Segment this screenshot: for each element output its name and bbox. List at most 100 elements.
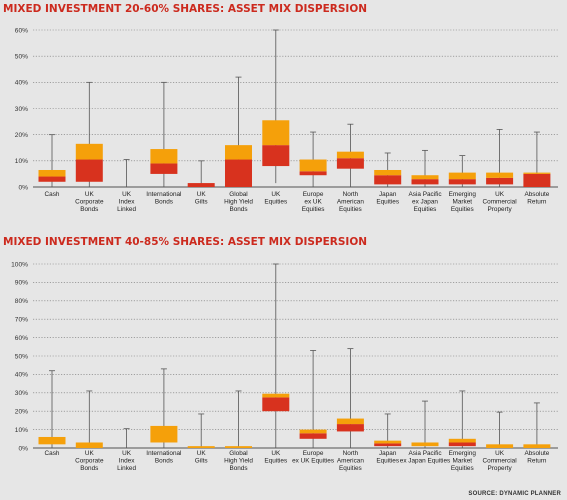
x-category-label: Market (453, 199, 473, 206)
x-category-label: Return (527, 199, 547, 206)
y-tick-label: 0% (18, 445, 28, 452)
x-category-label: Gilts (195, 199, 208, 206)
y-tick-label: 50% (15, 53, 28, 60)
box-upper (225, 446, 252, 448)
box-upper (75, 143, 103, 160)
box-upper (262, 120, 290, 146)
x-category-label: ex Japan Equities (400, 458, 450, 465)
y-tick-label: 30% (15, 390, 28, 397)
box-upper (75, 442, 103, 448)
x-category-label: Equities (376, 458, 399, 465)
y-tick-label: 70% (15, 317, 28, 324)
x-category-label: American (337, 199, 364, 206)
x-category-label: UK (495, 450, 505, 457)
box-lower (374, 443, 402, 447)
box-lower (299, 433, 327, 439)
chart-title-1: MIXED INVESTMENT 20-60% SHARES: ASSET MI… (3, 3, 368, 15)
y-tick-label: 90% (15, 280, 28, 287)
x-category-label: Index (119, 458, 135, 465)
x-category-label: International (146, 191, 181, 198)
x-category-label: Europe (303, 450, 324, 457)
x-category-label: Equities (339, 206, 362, 213)
box-lower (38, 176, 66, 182)
x-category-label: Equities (376, 199, 399, 206)
box-lower (75, 159, 103, 182)
y-tick-label: 60% (15, 335, 28, 342)
box-lower (523, 173, 551, 187)
x-category-label: Commercial (483, 199, 517, 206)
x-category-label: Japan (379, 191, 397, 198)
x-category-label: Equities (302, 206, 325, 213)
box-upper (150, 425, 178, 443)
x-category-label: Equities (451, 465, 474, 472)
x-category-label: Gilts (195, 458, 208, 465)
box-lower (486, 177, 514, 185)
y-tick-label: 50% (15, 353, 28, 360)
x-category-label: UK (85, 191, 95, 198)
box-upper (374, 440, 402, 444)
box-upper (486, 444, 514, 448)
y-tick-label: 40% (15, 372, 28, 379)
chart-title-2: MIXED INVESTMENT 40-85% SHARES: ASSET MI… (3, 236, 368, 248)
box-lower (187, 183, 215, 187)
x-category-label: Corporate (75, 458, 104, 465)
x-category-label: Asia Pacific (408, 450, 442, 457)
box-lower (299, 171, 327, 176)
y-tick-label: 20% (15, 409, 28, 416)
y-tick-label: 80% (15, 298, 28, 305)
x-category-label: UK (85, 450, 95, 457)
box-upper (38, 169, 66, 177)
box-upper (523, 444, 551, 448)
box-lower (262, 145, 290, 167)
box-lower (262, 397, 290, 412)
x-category-label: UK (197, 450, 207, 457)
box-lower (448, 179, 476, 185)
x-category-label: Bonds (80, 465, 98, 472)
x-category-label: Bonds (229, 206, 247, 213)
x-category-label: Global (229, 450, 247, 457)
y-tick-label: 100% (11, 261, 28, 268)
x-category-label: UK (495, 191, 505, 198)
x-category-label: Property (488, 465, 513, 472)
x-category-label: North (343, 450, 359, 457)
x-category-label: Equities (264, 458, 287, 465)
x-category-label: North (343, 191, 359, 198)
x-category-label: Linked (117, 465, 136, 472)
box-lower (225, 159, 252, 187)
box-lower (448, 442, 476, 447)
y-tick-label: 30% (15, 106, 28, 113)
box-upper (411, 442, 439, 447)
x-category-label: Europe (303, 191, 324, 198)
box-upper (448, 172, 476, 180)
box-lower (374, 175, 402, 185)
x-category-label: Property (488, 206, 513, 213)
y-tick-label: 20% (15, 132, 28, 139)
x-category-label: Global (229, 191, 247, 198)
box-upper (262, 393, 290, 398)
box-upper (374, 169, 402, 176)
x-category-label: Bonds (80, 206, 98, 213)
box-lower (336, 158, 364, 169)
x-category-label: Cash (45, 191, 60, 198)
x-category-label: Return (527, 458, 547, 465)
box-upper (225, 145, 252, 160)
x-category-label: Absolute (524, 191, 549, 198)
x-category-label: American (337, 458, 364, 465)
x-category-label: Commercial (483, 458, 517, 465)
box-upper (486, 172, 514, 178)
box-upper (336, 151, 364, 159)
x-category-label: Equities (339, 465, 362, 472)
source-note: SOURCE: DYNAMIC PLANNER (468, 491, 561, 497)
box-lower (336, 424, 364, 432)
box-upper (38, 436, 66, 445)
x-category-label: Equities (264, 199, 287, 206)
box-lower (411, 179, 439, 185)
x-category-label: Emerging (449, 191, 477, 198)
y-tick-label: 10% (15, 158, 28, 165)
box-upper (523, 172, 551, 174)
box-upper (448, 438, 476, 443)
x-category-label: UK (271, 191, 281, 198)
x-category-label: Emerging (449, 450, 477, 457)
box-upper (187, 446, 215, 448)
